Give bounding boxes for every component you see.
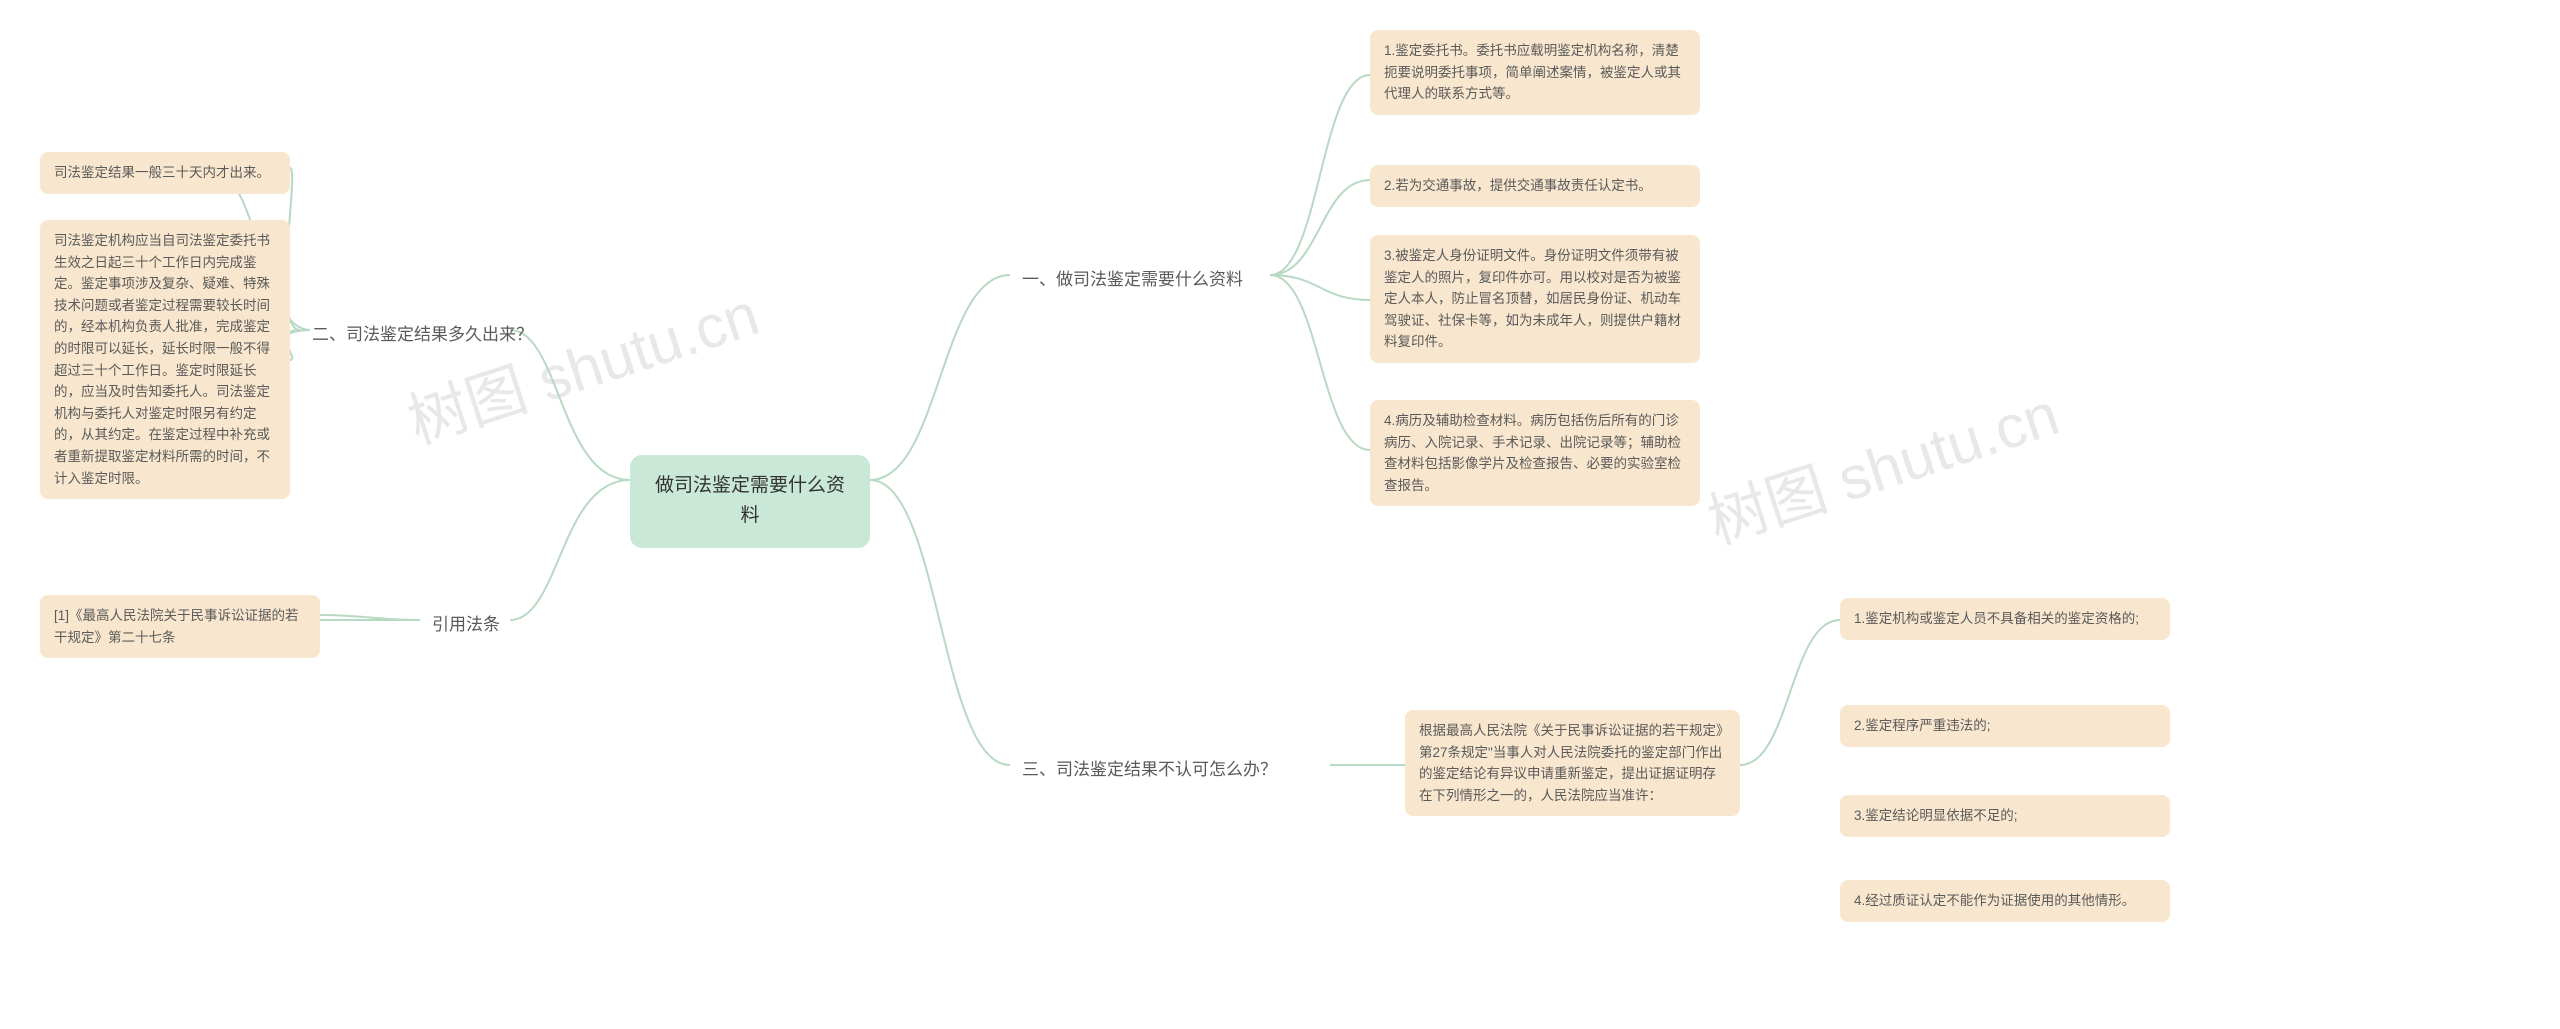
root-node: 做司法鉴定需要什么资料 [630,455,870,548]
leaf-citation-1: [1]《最高人民法院关于民事诉讼证据的若干规定》第二十七条 [40,595,320,658]
leaf-reject-1: 1.鉴定机构或鉴定人员不具备相关的鉴定资格的; [1840,598,2170,640]
leaf-timing-1: 司法鉴定结果一般三十天内才出来。 [40,152,290,194]
leaf-reject-intro: 根据最高人民法院《关于民事诉讼证据的若干规定》第27条规定"当事人对人民法院委托… [1405,710,1740,816]
leaf-materials-2: 2.若为交通事故，提供交通事故责任认定书。 [1370,165,1700,207]
watermark: 树图 shutu.cn [395,266,768,461]
branch-citation: 引用法条 [420,603,510,646]
leaf-reject-3: 3.鉴定结论明显依据不足的; [1840,795,2170,837]
connector-lines [0,0,2560,1029]
watermark: 树图 shutu.cn [1695,366,2068,561]
branch-materials: 一、做司法鉴定需要什么资料 [1010,258,1255,301]
leaf-materials-1: 1.鉴定委托书。委托书应载明鉴定机构名称，清楚扼要说明委托事项，简单阐述案情，被… [1370,30,1700,115]
leaf-reject-4: 4.经过质证认定不能作为证据使用的其他情形。 [1840,880,2170,922]
branch-timing-pos: 二、司法鉴定结果多久出来？ [300,313,510,356]
leaf-materials-4: 4.病历及辅助检查材料。病历包括伤后所有的门诊病历、入院记录、手术记录、出院记录… [1370,400,1700,506]
leaf-reject-2: 2.鉴定程序严重违法的; [1840,705,2170,747]
branch-reject: 三、司法鉴定结果不认可怎么办？ [1010,748,1289,791]
leaf-timing-2: 司法鉴定机构应当自司法鉴定委托书生效之日起三十个工作日内完成鉴定。鉴定事项涉及复… [40,220,290,499]
leaf-materials-3: 3.被鉴定人身份证明文件。身份证明文件须带有被鉴定人的照片，复印件亦可。用以校对… [1370,235,1700,363]
